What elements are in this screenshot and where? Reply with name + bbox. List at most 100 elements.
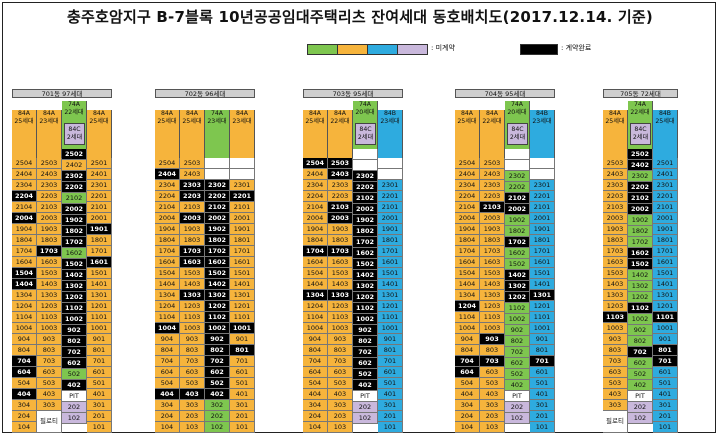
unit-cell-sold: 2103	[328, 202, 353, 213]
unit-cell: 101	[230, 422, 255, 433]
unit-cell	[353, 160, 378, 171]
unit-cell: 204	[12, 411, 37, 422]
unit-cell: 1003	[603, 323, 628, 334]
unit-cell-sold: 802	[62, 336, 87, 347]
unit-cell: 202	[62, 402, 87, 413]
unit-cell-sold: 1602	[205, 257, 230, 268]
unit-cell-sold: 602	[353, 358, 378, 369]
column-header-line: 25세대	[157, 118, 177, 125]
building-name: 702동 96세대	[155, 89, 255, 98]
unit-cell-sold: 903	[480, 334, 505, 345]
unit-cell: 1504	[303, 268, 328, 279]
unit-cell: 1903	[603, 224, 628, 235]
unit-cell: 1104	[303, 312, 328, 323]
unit-cell: 702	[505, 347, 530, 358]
column-header-line: 84A	[160, 110, 174, 117]
unit-cell: 601	[87, 367, 112, 378]
building-name: 704동 95세대	[455, 89, 555, 98]
unit-cell-sold: 1304	[303, 290, 328, 301]
unit-cell: 803	[180, 345, 205, 356]
unit-cell: 104	[155, 422, 180, 433]
unit-cell: 1203	[180, 301, 205, 312]
column-header-line: 74A	[67, 101, 81, 108]
unit-cell-sold: 1802	[62, 226, 87, 237]
column-header-line: 84A	[308, 110, 322, 117]
unit-cell-sold: 2503	[328, 158, 353, 169]
unit-cell-sold: 1302	[62, 281, 87, 292]
unit-cell: 402	[628, 380, 653, 391]
unit-cell: 503	[328, 378, 353, 389]
column-header: 84B 23세대	[378, 110, 403, 158]
unit-cell-sold: 2404	[155, 169, 180, 180]
unit-cell: 2001	[530, 213, 555, 224]
unit-cell: 1903	[328, 224, 353, 235]
unit-cell-sold: 1002	[205, 323, 230, 334]
unit-cell: 2301	[530, 180, 555, 191]
unit-cell: 1401	[530, 279, 555, 290]
unit-cell: 1302	[628, 281, 653, 292]
unit-cell: 1804	[155, 235, 180, 246]
unit-cell: 304	[12, 400, 37, 411]
page-frame	[2, 2, 716, 433]
legend-unsold-label: : 미계약	[431, 44, 455, 52]
unit-cell: 2101	[230, 202, 255, 213]
column-header: 84A 25세대	[180, 110, 205, 158]
unit-cell: 2501	[87, 158, 112, 169]
unit-cell: 1404	[455, 279, 480, 290]
unit-cell: 303	[180, 400, 205, 411]
unit-cell-sold: 1301	[530, 290, 555, 301]
unit-cell-sold: 2002	[205, 213, 230, 224]
column-header-line: 25세대	[14, 118, 34, 125]
legend-swatch-blue	[367, 44, 398, 55]
unit-cell: 1002	[505, 314, 530, 325]
unit-cell	[505, 160, 530, 171]
unit-cell: 1501	[530, 268, 555, 279]
unit-cell	[205, 169, 230, 180]
unit-cell: 1904	[455, 224, 480, 235]
unit-cell	[205, 158, 230, 169]
unit-cell: 1701	[230, 246, 255, 257]
unit-cell-sold: 1702	[205, 246, 230, 257]
unit-cell: 2001	[378, 213, 403, 224]
page-title: 충주호암지구 B-7블록 10년공공임대주택리츠 잔여세대 동호배치도(2017…	[67, 8, 653, 26]
unit-cell: 202	[628, 402, 653, 413]
unit-cell-sold: 1502	[628, 259, 653, 270]
column-header-line: 25세대	[89, 118, 109, 125]
unit-cell: 104	[12, 422, 37, 433]
unit-cell: 502	[505, 369, 530, 380]
unit-cell: 2101	[530, 202, 555, 213]
unit-cell: 1603	[480, 257, 505, 268]
unit-cell: 303	[37, 400, 62, 411]
unit-type-column: 84A 25세대 2501 2401 2301 2201 2101 2001 1901 1801 1…	[87, 100, 112, 433]
unit-cell: 1103	[37, 312, 62, 323]
unit-cell: 2104	[12, 202, 37, 213]
unit-cell: 703	[603, 356, 628, 367]
unit-cell: 2403	[180, 169, 205, 180]
unit-cell: 1604	[155, 257, 180, 268]
unit-cell: 1403	[328, 279, 353, 290]
unit-cell: 1503	[603, 268, 628, 279]
unit-cell: 604	[303, 367, 328, 378]
unit-cell: 604	[155, 367, 180, 378]
unit-cell: 1201	[378, 301, 403, 312]
column-header-line: 84A	[608, 110, 622, 117]
column-header-line: 74A	[510, 101, 524, 108]
column-header-line: 84B	[535, 110, 549, 117]
column-header: 84A 22세대	[480, 110, 505, 158]
legend-sold-label: : 계약완료	[561, 44, 592, 52]
unit-cell: 1403	[180, 279, 205, 290]
unit-cell: 2401	[653, 169, 678, 180]
column-header: 74A 22세대 84C 2세대	[62, 101, 87, 149]
unit-cell: 2402	[62, 160, 87, 171]
unit-cell-sold: 1101	[653, 312, 678, 323]
column-header-line: 23세대	[380, 118, 400, 125]
unit-cell: 1802	[505, 226, 530, 237]
unit-cell: 501	[378, 378, 403, 389]
unit-cell: 901	[378, 334, 403, 345]
unit-cell: 1701	[653, 246, 678, 257]
unit-cell-sold: 402	[353, 380, 378, 391]
unit-cell: 1002	[628, 314, 653, 325]
unit-cell: 103	[328, 422, 353, 433]
unit-cell-sold: 801	[230, 345, 255, 356]
unit-type-column: 84A 23세대 2301 2201 2101 2001 1901 1801 1701 1601 1…	[230, 100, 255, 433]
